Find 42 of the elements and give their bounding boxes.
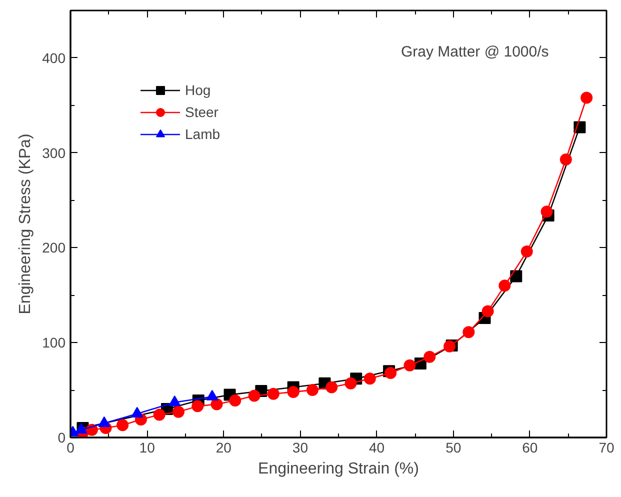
point [364,372,376,385]
y-tick-label: 200 [42,240,66,256]
point [520,246,533,258]
point [540,206,553,218]
x-tick-label: 40 [369,440,385,456]
y-tick-label: 100 [42,334,66,351]
point [404,359,416,372]
x-tick-label: 60 [522,440,538,456]
x-tick-label: 10 [139,440,156,456]
legend-label: Lamb [185,126,220,142]
point [510,270,522,282]
point [482,305,494,318]
point [344,377,357,390]
point [248,390,260,402]
legend-label: Hog [185,82,211,98]
point [192,400,204,412]
x-tick-label: 20 [216,440,232,456]
y-tick-label: 0 [58,430,66,446]
point [168,396,181,406]
point [116,419,129,432]
y-tick-label: 300 [42,144,66,161]
point [172,406,184,418]
point [153,408,166,421]
x-tick-label: 50 [446,440,462,456]
point [580,92,593,104]
point [306,384,318,396]
point [229,394,242,406]
x-axis-title: Engineering Strain (%) [258,460,419,478]
point [560,153,572,166]
point [424,350,436,363]
point [498,280,511,292]
point [462,326,475,338]
x-tick-label: 70 [598,440,614,456]
legend-label: Steer [185,104,218,120]
point [287,386,300,398]
point [210,398,223,410]
y-axis-title: Engineering Stress (KPa) [17,134,34,314]
x-tick-label: 30 [292,440,308,456]
point [267,388,280,400]
text: Gray Matter @ 1000/s [400,44,549,60]
y-tick-label: 400 [42,50,66,66]
point [326,381,338,394]
